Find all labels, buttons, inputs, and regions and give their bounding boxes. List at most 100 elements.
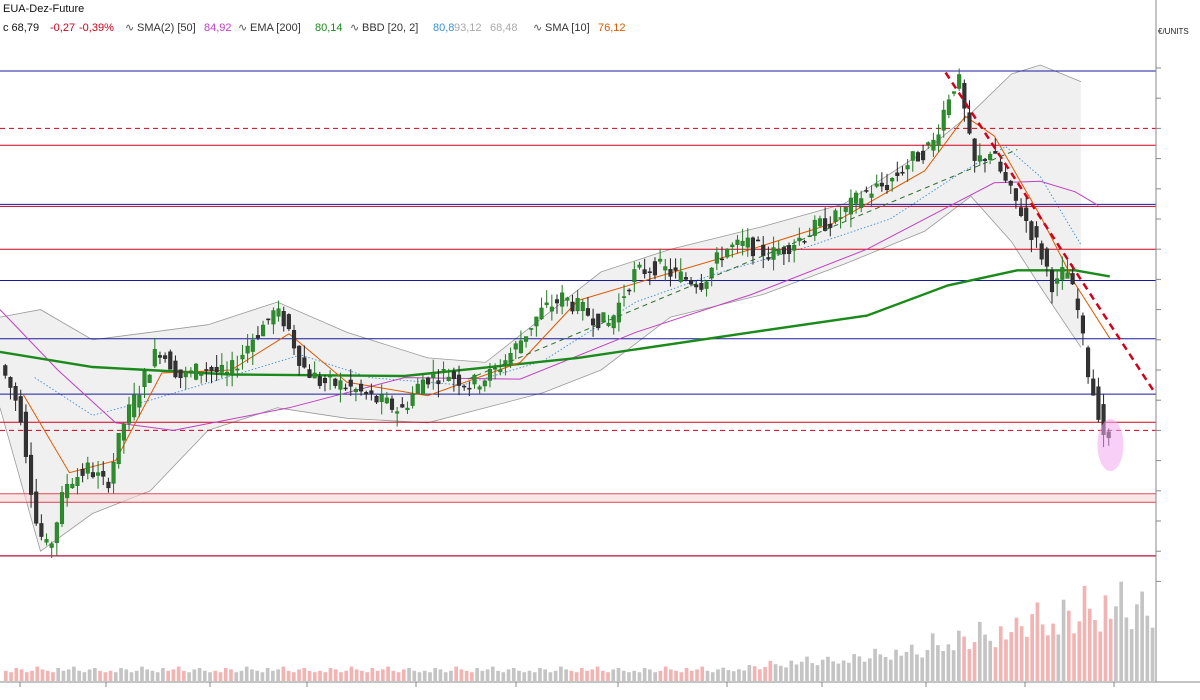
candle-body (864, 190, 869, 192)
candle-body (85, 462, 90, 474)
candle-body (384, 397, 389, 404)
volume-bar (930, 633, 935, 681)
candle-body (281, 311, 286, 327)
volume-bar (553, 670, 558, 681)
candle-body (364, 392, 369, 395)
candle-body (90, 472, 95, 478)
volume-bar (302, 668, 307, 681)
volume-bar (150, 670, 155, 681)
volume-bar (894, 649, 898, 681)
bbd-value-2: 93,12 (454, 22, 482, 34)
volume-bar (501, 672, 506, 681)
candle-body (884, 184, 890, 191)
volume-bar (4, 670, 8, 681)
volume-bar (61, 670, 66, 681)
candle-body (8, 377, 13, 388)
volume-bar (747, 664, 752, 681)
candle-body (915, 152, 920, 162)
candle-body (410, 393, 415, 406)
volume-bar (559, 666, 563, 681)
volume-bar (538, 668, 542, 681)
candle-body (245, 345, 250, 354)
unit-label: €/UNITS (1158, 27, 1189, 36)
volume-bar (1061, 599, 1066, 681)
volume-bar (716, 669, 720, 681)
uptrend-line (467, 149, 1018, 380)
volume-bar (794, 664, 799, 681)
candle-body (998, 161, 1003, 172)
candle-body (1024, 207, 1029, 221)
candle-body (694, 284, 699, 288)
candle-body (116, 432, 121, 464)
volume-bar (878, 654, 883, 681)
volume-bar (40, 669, 45, 681)
volume-bar (1051, 623, 1055, 681)
volume-bar (145, 669, 150, 681)
volume-bar (281, 666, 286, 681)
candle-body (673, 267, 678, 271)
volume-bar (1150, 627, 1155, 681)
candle-body (374, 395, 379, 403)
candle-body (291, 330, 297, 349)
candle-body (400, 404, 405, 408)
candle-body (353, 388, 358, 392)
volume-bar (658, 670, 663, 681)
candle-body (426, 377, 431, 385)
candle-body (302, 357, 307, 368)
candle-body (982, 159, 988, 161)
candle-body (565, 297, 570, 301)
volume-bar (831, 661, 836, 681)
volume-bar (255, 670, 260, 681)
volume-bar (333, 669, 338, 681)
downtrend-line (944, 71, 1157, 395)
volume-bar (1124, 617, 1129, 681)
volume-bar (972, 642, 977, 681)
volume-bar (799, 661, 804, 681)
volume-bar (789, 660, 794, 681)
volume-bar (1072, 633, 1076, 681)
volume-bar (836, 663, 841, 681)
candle-body (869, 193, 874, 198)
candle-body (921, 150, 926, 161)
volume-bar (532, 672, 537, 681)
candle-body (44, 539, 49, 543)
volume-bar (684, 668, 689, 681)
candle-body (132, 394, 137, 418)
volume-bar (1009, 632, 1014, 681)
candle-body (627, 289, 632, 292)
candle-body (59, 492, 65, 525)
volume-bar (1140, 591, 1144, 681)
volume-bar (517, 670, 521, 681)
volume-bar (9, 672, 13, 681)
volume-bar (611, 669, 616, 681)
candle-body (157, 355, 163, 358)
volume-bar (868, 658, 872, 681)
volume-bar (1119, 581, 1124, 681)
candle-body (539, 307, 544, 320)
volume-bar (522, 672, 527, 681)
volume-bar (166, 670, 170, 681)
volume-bar (271, 670, 275, 681)
candle-body (173, 360, 178, 378)
candle-body (508, 353, 513, 366)
volume-bar (370, 668, 375, 681)
sma50-label: SMA(2) [50] (137, 22, 196, 34)
candle-body (101, 471, 106, 477)
candle-body (1044, 248, 1049, 267)
volume-bar (108, 670, 113, 681)
volume-bar (957, 630, 961, 681)
volume-bar (1108, 618, 1113, 681)
volume-bar (820, 659, 825, 681)
volume-bar (590, 669, 595, 681)
candle-body (168, 351, 173, 370)
candle-body (333, 378, 338, 386)
volume-bar (35, 666, 40, 681)
candle-body (575, 298, 580, 312)
candle-body (761, 244, 766, 256)
volume-bar (674, 670, 678, 681)
candle-body (420, 379, 425, 395)
candle-body (477, 386, 482, 390)
volume-bar (208, 672, 212, 681)
candle-body (1065, 272, 1070, 279)
